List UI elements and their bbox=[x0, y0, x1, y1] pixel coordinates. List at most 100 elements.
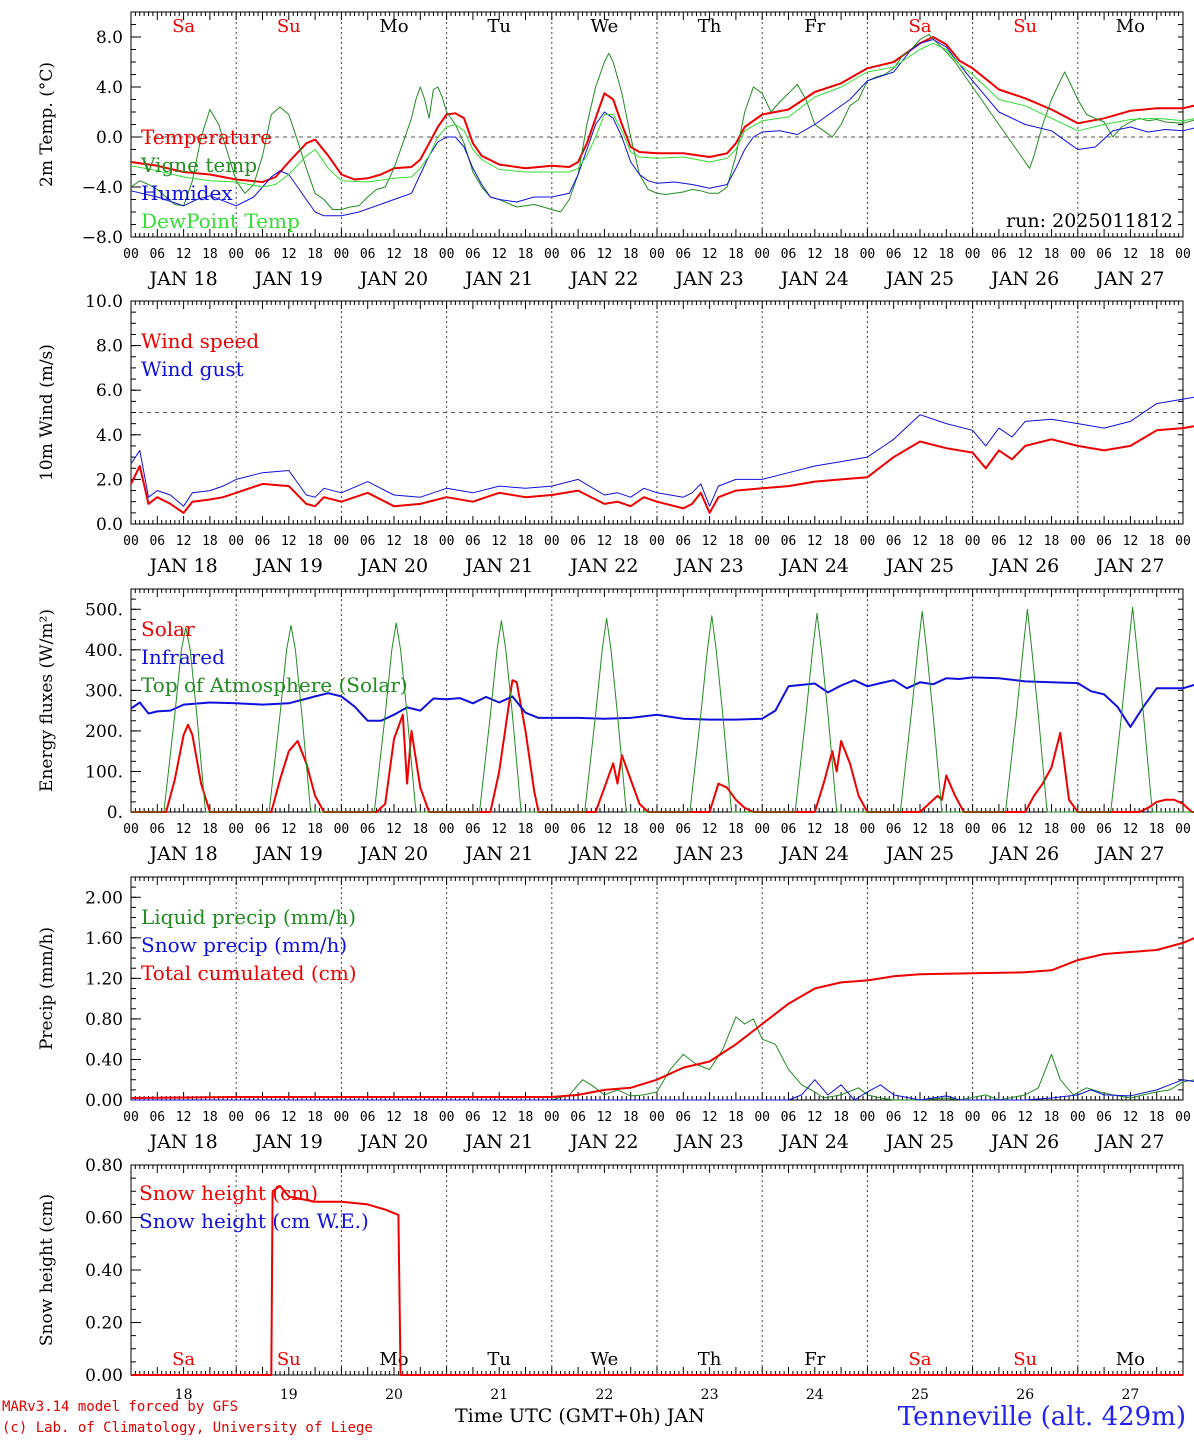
hour-label: 06 bbox=[465, 247, 481, 262]
y-tick-label: 400. bbox=[85, 641, 123, 661]
weekday-label: Tu bbox=[487, 1349, 511, 1370]
hour-label: 00 bbox=[649, 247, 665, 262]
hour-label: 12 bbox=[807, 1110, 823, 1125]
hour-label: 12 bbox=[597, 534, 613, 549]
hour-label: 18 bbox=[938, 822, 954, 837]
model-credit: MARv3.14 model forced by GFS bbox=[2, 1399, 239, 1415]
day-number-label: 26 bbox=[1016, 1387, 1034, 1403]
run-annotation: run: 2025011812 bbox=[1006, 210, 1173, 232]
hour-label: 18 bbox=[833, 247, 849, 262]
hour-label: 00 bbox=[544, 247, 560, 262]
day-number-label: 20 bbox=[385, 1387, 403, 1403]
legend-entry: Top of Atmosphere (Solar) bbox=[141, 673, 408, 697]
hour-label: 00 bbox=[860, 822, 876, 837]
legend-entry: Snow height (cm) bbox=[139, 1181, 318, 1205]
weekday-label: Fr bbox=[804, 16, 825, 37]
y-tick-label: 0. bbox=[107, 803, 123, 823]
y-tick-label: 2.0 bbox=[96, 470, 123, 490]
hour-label: 06 bbox=[360, 1110, 376, 1125]
y-tick-label: 0.80 bbox=[85, 1156, 123, 1176]
legend-entry: Snow height (cm W.E.) bbox=[139, 1209, 369, 1233]
hour-label: 12 bbox=[281, 247, 297, 262]
weekday-label: Su bbox=[277, 16, 301, 37]
y-tick-label: 4.0 bbox=[96, 426, 123, 446]
series-line-top-of-atmosphere-solar- bbox=[131, 606, 1194, 813]
date-label: JAN 25 bbox=[884, 1131, 954, 1153]
hour-label: 00 bbox=[1175, 1110, 1191, 1125]
hour-label: 18 bbox=[938, 534, 954, 549]
hour-label: 06 bbox=[1096, 1110, 1112, 1125]
hour-label: 06 bbox=[465, 534, 481, 549]
day-number-label: 22 bbox=[595, 1387, 613, 1403]
day-number-label: 21 bbox=[490, 1387, 508, 1403]
hour-label: 00 bbox=[1175, 247, 1191, 262]
y-tick-label: 500. bbox=[85, 600, 123, 620]
legend-entry: Total cumulated (cm) bbox=[141, 961, 357, 985]
hour-label: 06 bbox=[570, 247, 586, 262]
hour-label: 06 bbox=[149, 1110, 165, 1125]
hour-label: 12 bbox=[386, 822, 402, 837]
weekday-label: Su bbox=[277, 1349, 301, 1370]
hour-label: 12 bbox=[1123, 534, 1139, 549]
weekday-label: Sa bbox=[908, 16, 931, 37]
hour-label: 12 bbox=[702, 1110, 718, 1125]
series-line-infrared bbox=[130, 676, 1194, 728]
hour-label: 06 bbox=[360, 247, 376, 262]
date-label: JAN 24 bbox=[779, 268, 849, 290]
hour-label: 06 bbox=[570, 822, 586, 837]
hour-label: 06 bbox=[570, 1110, 586, 1125]
hour-label: 12 bbox=[597, 1110, 613, 1125]
hour-label: 00 bbox=[754, 1110, 770, 1125]
y-tick-label: 200. bbox=[85, 722, 123, 742]
y-tick-label: 0.00 bbox=[85, 1091, 123, 1111]
y-tick-label: 0.40 bbox=[85, 1261, 123, 1281]
hour-label: 06 bbox=[886, 534, 902, 549]
hour-label: 18 bbox=[833, 1110, 849, 1125]
legend-entry: Solar bbox=[141, 617, 195, 641]
hour-label: 06 bbox=[675, 247, 691, 262]
chart-panel-2: 0.0 2.0 4.0 6.0 8.0 10.0 10m Wind (m/s) 00 06 12 1… bbox=[37, 292, 1194, 577]
hour-label: 00 bbox=[334, 822, 350, 837]
hour-label: 06 bbox=[255, 1110, 271, 1125]
date-label: JAN 20 bbox=[358, 555, 428, 577]
hour-label: 00 bbox=[1175, 822, 1191, 837]
hour-label: 00 bbox=[754, 247, 770, 262]
hour-label: 12 bbox=[912, 247, 928, 262]
time-axis-title: Time UTC (GMT+0h) JAN bbox=[455, 1405, 705, 1427]
weekday-label: Fr bbox=[804, 1349, 825, 1370]
hour-label: 12 bbox=[702, 247, 718, 262]
y-axis-label: Precip (mm/h) bbox=[37, 927, 57, 1050]
date-label: JAN 23 bbox=[674, 268, 744, 290]
hour-label: 18 bbox=[623, 1110, 639, 1125]
hour-label: 00 bbox=[228, 1110, 244, 1125]
hour-label: 12 bbox=[491, 247, 507, 262]
date-label: JAN 20 bbox=[358, 268, 428, 290]
hour-label: 18 bbox=[1149, 247, 1165, 262]
y-tick-label: 2.00 bbox=[85, 888, 123, 908]
legend-entry: Wind speed bbox=[141, 329, 259, 353]
hour-label: 18 bbox=[1149, 822, 1165, 837]
hour-label: 00 bbox=[334, 534, 350, 549]
hour-label: 00 bbox=[754, 534, 770, 549]
date-label: JAN 20 bbox=[358, 843, 428, 865]
weekday-label: Mo bbox=[379, 1349, 408, 1370]
hour-label: 18 bbox=[938, 247, 954, 262]
y-tick-label: 0.40 bbox=[85, 1050, 123, 1070]
y-axis-label: 10m Wind (m/s) bbox=[37, 344, 57, 481]
hour-label: 06 bbox=[675, 822, 691, 837]
date-label: JAN 23 bbox=[674, 1131, 744, 1153]
hour-label: 00 bbox=[1070, 247, 1086, 262]
hour-label: 12 bbox=[386, 534, 402, 549]
hour-label: 12 bbox=[1123, 822, 1139, 837]
y-tick-label: −8.0 bbox=[82, 228, 123, 248]
y-tick-label: 1.60 bbox=[85, 929, 123, 949]
hour-label: 06 bbox=[149, 247, 165, 262]
date-label: JAN 27 bbox=[1094, 555, 1164, 577]
legend-entry: Temperature bbox=[141, 125, 272, 149]
hour-label: 06 bbox=[1096, 247, 1112, 262]
series-line-wind-speed bbox=[130, 425, 1194, 514]
date-label: JAN 21 bbox=[463, 268, 533, 290]
hour-label: 06 bbox=[255, 534, 271, 549]
date-label: JAN 19 bbox=[253, 268, 323, 290]
weekday-label: Su bbox=[1013, 1349, 1037, 1370]
